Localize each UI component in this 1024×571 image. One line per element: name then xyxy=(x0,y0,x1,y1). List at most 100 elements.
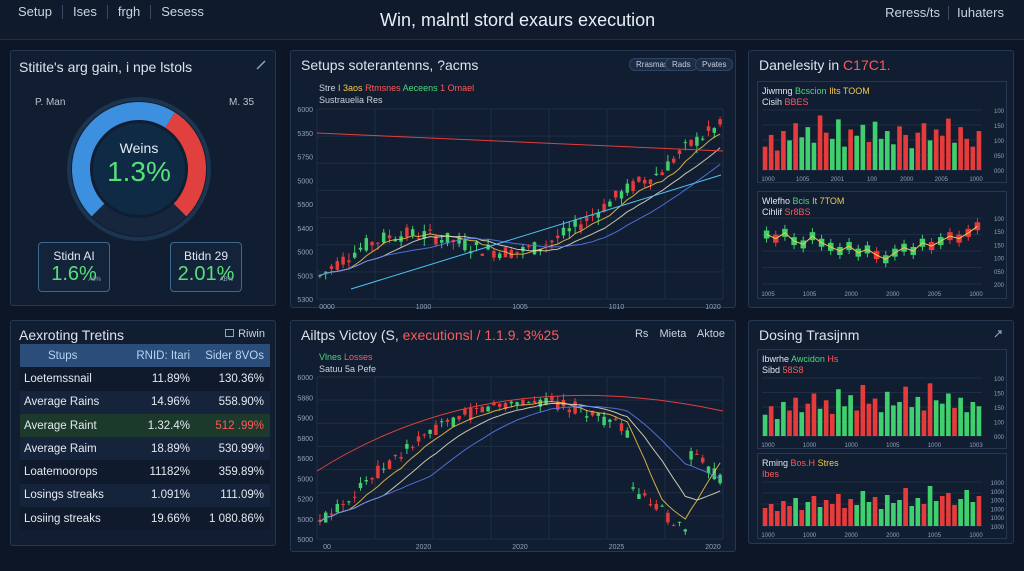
candle xyxy=(474,408,479,410)
y-tick-label: 1000 xyxy=(991,507,1005,513)
col-header[interactable]: Sider 8VOs xyxy=(205,349,264,362)
table-row[interactable]: Average Rains 14.96% 558.90% xyxy=(20,390,270,414)
candle xyxy=(712,128,717,133)
bar xyxy=(970,502,976,526)
chip-pvates[interactable]: Pvates xyxy=(695,58,734,71)
nav-item-frgh[interactable]: frgh xyxy=(108,5,152,19)
bar-chart-2[interactable]: 100 150 150 100 000 1000 1000 1000 1005 1000 1003 xyxy=(758,350,1008,450)
x-tick-label: 1005 xyxy=(928,533,942,539)
toolbar-mieta[interactable]: Mieta xyxy=(659,328,687,340)
table-row[interactable]: Average Raint 1.32.4% 512 .99% xyxy=(20,413,270,438)
row-value: 19.66% xyxy=(150,512,190,525)
candle xyxy=(677,521,682,523)
candle xyxy=(474,241,479,246)
table-row[interactable]: Losiing streaks 19.66% 1 080.86% xyxy=(20,507,270,531)
label-part: Cisih xyxy=(762,97,783,107)
candle xyxy=(439,421,444,423)
nav-item-setup[interactable]: Setup xyxy=(8,5,63,19)
y-tick-label: 000 xyxy=(994,435,1005,441)
bar xyxy=(897,500,902,526)
x-tick-label: 1005 xyxy=(796,177,810,183)
candlestick-chart-top[interactable]: 6000 5350 5750 5000 5500 5400 5000 5003 5300 0000… xyxy=(291,51,737,309)
candle xyxy=(399,457,403,459)
bar xyxy=(921,410,927,436)
subchart-label: Cisih BBES xyxy=(762,97,809,107)
bar-chart-1[interactable]: 100 150 100 050 000 1000 1005 2001 100 2000 2005 10… xyxy=(758,82,1008,184)
x-tick-label: 100 xyxy=(867,177,878,183)
candle xyxy=(526,246,531,248)
candlestick-chart-bottom[interactable]: 6000 5880 5900 5800 5600 5000 5200 5000 5000 00 20… xyxy=(291,321,737,553)
top-menu-reress[interactable]: Reress/ts xyxy=(877,6,950,20)
candle xyxy=(695,136,699,146)
candle xyxy=(405,444,409,449)
x-tick-label: 1000 xyxy=(845,443,859,449)
bar-chart-3[interactable]: 1000 1000 1000 1000 1000 1000 1000 1000 2000 2000… xyxy=(758,454,1008,540)
row-value: 11182% xyxy=(149,466,191,479)
edit-icon[interactable] xyxy=(255,59,267,71)
bar xyxy=(866,403,872,436)
col-header[interactable]: Stups xyxy=(48,349,78,362)
toolbar-rs[interactable]: Rs xyxy=(634,328,649,340)
bar xyxy=(842,508,847,526)
bar xyxy=(946,393,951,436)
row-value: 1.091% xyxy=(150,489,190,502)
candle xyxy=(671,158,676,163)
candle xyxy=(544,397,548,405)
y-tick-label: 200 xyxy=(994,283,1005,289)
bar xyxy=(774,511,780,526)
candle xyxy=(480,406,485,413)
chart-legend: Stre I 3aos Rtmsnes Aeceens 1 Omael xyxy=(319,83,474,93)
candle xyxy=(596,212,601,218)
y-tick-label: 5000 xyxy=(297,178,313,185)
toolbar-label: Riwin xyxy=(238,328,265,340)
candle xyxy=(584,216,589,221)
candle xyxy=(706,126,711,131)
candle xyxy=(532,400,537,404)
x-tick-label: 1005 xyxy=(803,292,817,298)
y-tick-label: 000 xyxy=(994,169,1005,175)
panel-title-main: Ailtps Victoy (S, xyxy=(301,327,399,343)
bar xyxy=(762,508,768,526)
nav-item-ises[interactable]: Ises xyxy=(63,5,108,19)
bar xyxy=(872,398,878,436)
panel-title-main: Danelesity in xyxy=(759,57,840,73)
bar xyxy=(829,504,835,526)
y-tick-label: 1000 xyxy=(991,525,1005,531)
candle xyxy=(538,248,543,251)
candle xyxy=(521,399,525,406)
col-header[interactable]: RNID: Itari xyxy=(136,349,190,362)
bar xyxy=(903,134,908,170)
bar xyxy=(823,500,829,526)
nav-item-sesess[interactable]: Sesess xyxy=(161,4,204,19)
bar xyxy=(909,506,915,526)
table-row[interactable]: Average Raim 18.89% 530.99% xyxy=(20,437,270,461)
candle xyxy=(318,275,322,277)
table-toolbar-button[interactable]: Riwin xyxy=(225,328,265,340)
candle xyxy=(434,236,438,245)
table-row[interactable]: Loatemoorops 11182% 359.89% xyxy=(20,460,270,484)
chip-rads[interactable]: Rads xyxy=(665,58,698,71)
bar xyxy=(921,123,927,170)
stat-box-2-value: 2.01% xyxy=(177,263,235,285)
x-tick-label: 1000 xyxy=(969,292,983,298)
label-part: Hs xyxy=(827,354,839,364)
toolbar-aktoe[interactable]: Aktoe xyxy=(696,328,725,340)
y-tick-label: 1000 xyxy=(991,490,1005,496)
bar xyxy=(976,496,982,526)
legend-item: 1 Omael xyxy=(440,83,475,93)
candle xyxy=(451,417,456,427)
top-menu-iuhaters[interactable]: Iuhaters xyxy=(957,5,1004,20)
label-part: Bcscion xyxy=(795,86,827,96)
bar xyxy=(854,410,860,436)
bar xyxy=(952,505,957,526)
x-tick-label: 1000 xyxy=(761,533,775,539)
candlestick-chart-small[interactable]: 100 150 150 100 050 200 1005 1005 2000 2000 2005 10… xyxy=(758,192,1008,300)
expand-icon[interactable] xyxy=(993,329,1003,339)
bar xyxy=(878,412,884,436)
closing-panel: Dosing Trasijnm Ibwrhe Awcidon Hs Sibd 5… xyxy=(748,320,1014,544)
victory-chart-panel: Ailtps Victoy (S, executionsl / 1.1.9. 3… xyxy=(290,320,736,552)
table-row[interactable]: Loetemssnail 11.89% 130.36% xyxy=(20,367,270,391)
y-tick-label: 100 xyxy=(994,257,1005,263)
table-row[interactable]: Losings streaks 1.091% 111.09% xyxy=(20,483,270,508)
y-tick-label: 5900 xyxy=(297,416,313,423)
